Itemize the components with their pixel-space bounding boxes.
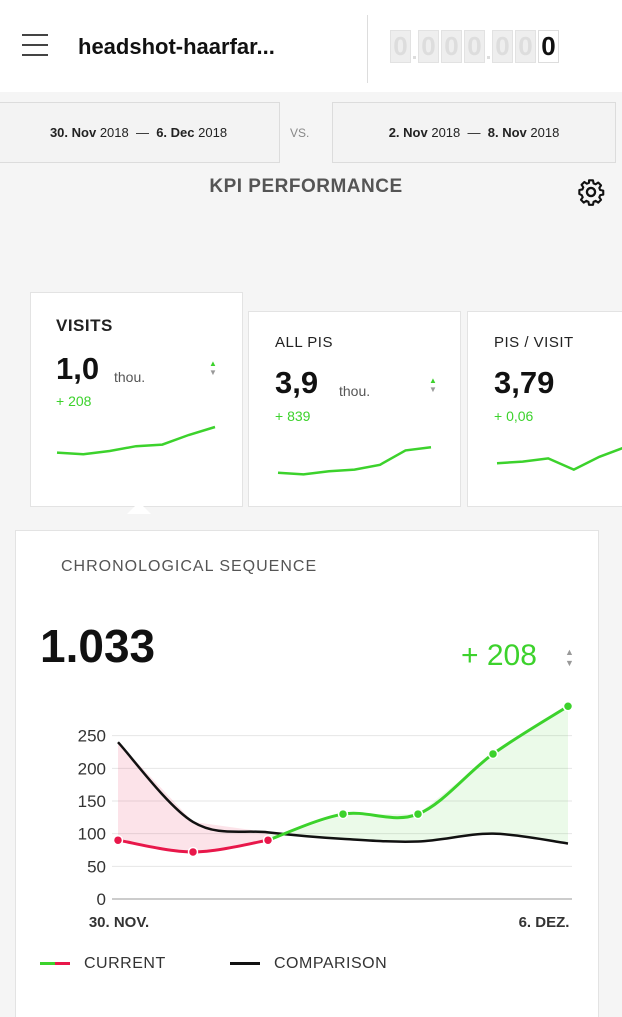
comparison-end-date: 8. Nov xyxy=(487,125,527,140)
chrono-total: 1.033 xyxy=(40,620,156,672)
counter-separator xyxy=(413,56,416,59)
area-below-comparison xyxy=(118,742,268,852)
counter-digit: 0 xyxy=(515,30,536,63)
current-end-year: 2018 xyxy=(198,125,228,140)
y-tick-label: 50 xyxy=(87,857,106,876)
comparison-start-year: 2018 xyxy=(431,125,461,140)
counter-separator xyxy=(487,56,490,59)
sparkline xyxy=(496,446,622,471)
x-tick-label: 6. DEZ. xyxy=(519,914,570,931)
kpi-card-visits[interactable]: VISITS 1,0 thou. ▲ ▼ + 208 xyxy=(30,292,243,507)
trend-arrows-icon: ▲ ▼ xyxy=(209,359,217,377)
series-comparison-line xyxy=(117,741,569,845)
line-chart: 0 50 100 150 200 250 30. NOV. 6. DEZ. xyxy=(78,701,574,931)
y-tick-label: 100 xyxy=(78,825,106,844)
counter-digit: 0 xyxy=(418,30,439,63)
kpi-delta: + 208 xyxy=(56,393,92,409)
app-header: headshot-haarfar... 0 0 0 0 0 0 0 xyxy=(0,0,622,92)
comparison-start-date: 2. Nov xyxy=(388,125,428,140)
x-tick-label: 30. NOV. xyxy=(89,914,149,931)
y-tick-label: 0 xyxy=(97,890,106,909)
kpi-label: PIS / VISIT xyxy=(494,334,574,351)
kpi-delta: + 839 xyxy=(275,408,311,424)
kpi-unit: thou. xyxy=(114,369,146,385)
data-point-current xyxy=(112,834,124,846)
current-start-year: 2018 xyxy=(99,125,129,140)
sparkline-line xyxy=(56,425,216,456)
sparkline-line xyxy=(496,446,622,471)
current-start-date: 30. Nov xyxy=(49,125,97,140)
range-dash: — xyxy=(135,125,149,140)
legend-comparison[interactable]: COMPARISON xyxy=(230,955,387,973)
y-tick-label: 200 xyxy=(78,759,106,778)
kpi-card-pis-per-visit[interactable]: PIS / VISIT 3,79 + 0,06 xyxy=(467,311,622,507)
site-title[interactable]: headshot-haarfar... xyxy=(78,34,275,59)
header-divider xyxy=(367,15,368,83)
legend-comparison-swatch xyxy=(230,962,260,965)
kpi-performance-title: KPI PERFORMANCE xyxy=(209,176,403,197)
counter-digit: 0 xyxy=(441,30,462,63)
active-card-pointer xyxy=(127,502,151,514)
comparison-date-range[interactable]: 2. Nov 2018 — 8. Nov 2018 xyxy=(332,102,616,163)
data-point-current xyxy=(187,846,199,858)
counter-digit: 0 xyxy=(538,30,559,63)
range-dash: — xyxy=(467,125,481,140)
legend-current-label: CURRENT xyxy=(84,955,166,972)
current-date-range[interactable]: 30. Nov 2018 — 6. Dec 2018 xyxy=(0,102,280,163)
visitor-counter: 0 0 0 0 0 0 0 xyxy=(390,30,561,63)
legend-comparison-label: COMPARISON xyxy=(274,955,388,972)
kpi-value: 3,9 xyxy=(275,365,319,400)
gear-icon[interactable] xyxy=(577,178,605,206)
sparkline-line xyxy=(277,445,432,476)
area-above-comparison xyxy=(268,706,568,844)
legend-current-swatch xyxy=(40,962,70,965)
current-end-date: 6. Dec xyxy=(156,125,195,140)
kpi-delta: + 0,06 xyxy=(494,408,534,424)
trend-arrows-icon: ▲ ▼ xyxy=(429,376,437,394)
menu-icon[interactable] xyxy=(22,34,48,58)
date-range-row: 30. Nov 2018 — 6. Dec 2018 VS. 2. Nov 20… xyxy=(0,102,622,163)
comparison-end-year: 2018 xyxy=(530,125,560,140)
chrono-delta: + 208 xyxy=(461,639,537,672)
y-tick-label: 250 xyxy=(78,727,106,746)
counter-digit: 0 xyxy=(390,30,411,63)
y-tick-label: 150 xyxy=(78,792,106,811)
legend-current[interactable]: CURRENT xyxy=(40,955,166,973)
kpi-value: 3,79 xyxy=(494,365,555,400)
chrono-title: CHRONOLOGICAL SEQUENCE xyxy=(61,558,318,575)
vs-label: VS. xyxy=(290,126,310,140)
counter-digit: 0 xyxy=(464,30,485,63)
counter-digit: 0 xyxy=(492,30,513,63)
data-point-current xyxy=(562,701,574,712)
sparkline xyxy=(277,445,432,476)
sparkline xyxy=(56,425,216,456)
data-point-current xyxy=(337,808,349,820)
kpi-card-all-pis[interactable]: ALL PIS 3,9 thou. ▲ ▼ + 839 xyxy=(248,311,461,507)
data-point-current xyxy=(487,748,499,760)
trend-arrows-icon: ▲ ▼ xyxy=(565,647,574,668)
kpi-label: ALL PIS xyxy=(275,334,333,351)
kpi-label: VISITS xyxy=(56,316,113,335)
chronological-sequence-panel: CHRONOLOGICAL SEQUENCE 1.033 + 208 ▲ ▼ 0 5… xyxy=(15,530,599,1017)
data-point-current xyxy=(262,834,274,846)
kpi-value: 1,0 xyxy=(56,351,100,386)
data-point-current xyxy=(412,808,424,820)
kpi-unit: thou. xyxy=(339,383,371,399)
